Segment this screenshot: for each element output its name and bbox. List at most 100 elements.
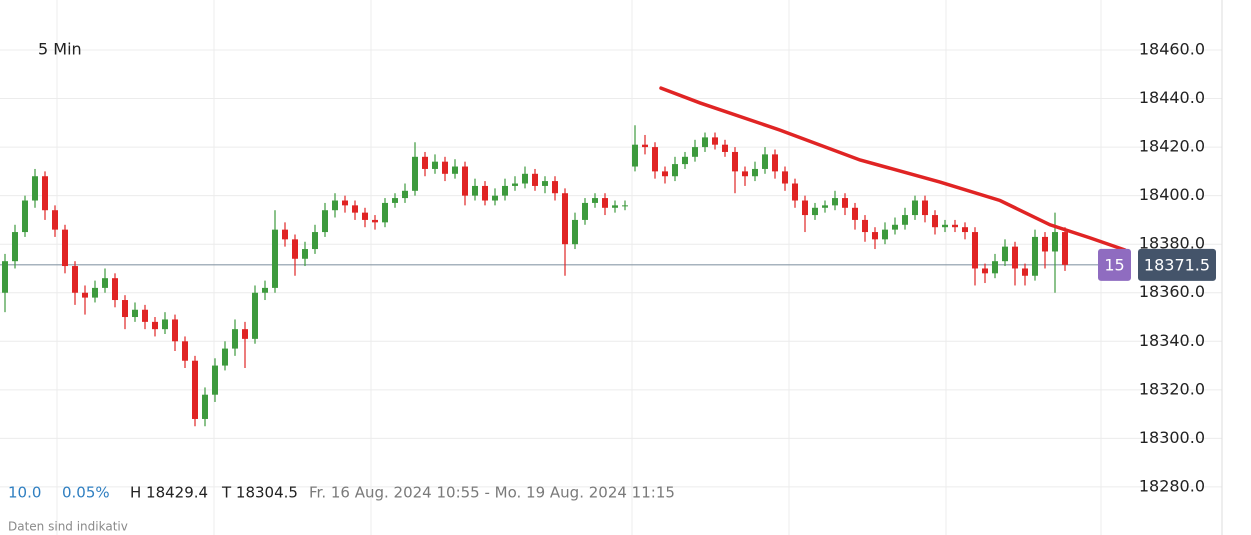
candle-body	[882, 229, 888, 240]
interval-label: 5 Min	[38, 40, 82, 59]
high: H 18429.4	[130, 484, 208, 502]
candle-body	[912, 200, 918, 216]
candle-body	[792, 183, 798, 201]
last-price: 18371.5	[1144, 255, 1210, 274]
candle-body	[322, 210, 328, 233]
candle-body	[432, 161, 438, 169]
candle-body	[72, 266, 78, 293]
candle-body	[1062, 232, 1068, 265]
candle-body	[862, 219, 868, 233]
candle-body	[342, 200, 348, 206]
y-tick-label: 18320.0	[1139, 379, 1205, 398]
change-pct: 0.05%	[62, 484, 110, 502]
candle-body	[472, 185, 478, 196]
candle-body	[82, 292, 88, 298]
candle-body	[1012, 246, 1018, 269]
candle-body	[392, 198, 398, 203]
candle-body	[402, 190, 408, 199]
candle-body	[2, 261, 8, 293]
candle-body	[352, 205, 358, 213]
candle-body	[802, 200, 808, 216]
candle-body	[1002, 246, 1008, 262]
candle-body	[552, 181, 558, 194]
candle-body	[782, 171, 788, 184]
candle-body	[112, 278, 118, 301]
y-tick-label: 18280.0	[1139, 476, 1205, 495]
candle-body	[92, 287, 98, 298]
candle-body	[222, 348, 228, 366]
y-tick-label: 18380.0	[1139, 234, 1205, 253]
y-tick-label: 18360.0	[1139, 282, 1205, 301]
candle-body	[902, 215, 908, 225]
candle-body	[422, 156, 428, 169]
candle-body	[682, 156, 688, 165]
candle-body	[672, 164, 678, 177]
candle-body	[732, 151, 738, 172]
candle-body	[132, 309, 138, 318]
candle-body	[632, 144, 638, 167]
low: T 18304.5	[221, 484, 298, 502]
candle-body	[192, 360, 198, 419]
candle-body	[762, 154, 768, 169]
candle-body	[722, 144, 728, 152]
candle-body	[822, 205, 828, 208]
candle-body	[212, 365, 218, 395]
candle-body	[272, 229, 278, 288]
countdown: 15	[1104, 255, 1124, 274]
candle-body	[842, 198, 848, 208]
candle-body	[172, 319, 178, 342]
candle-body	[42, 176, 48, 211]
candle-body	[362, 212, 368, 220]
candle-body	[32, 176, 38, 201]
candle-body	[22, 200, 28, 233]
candle-body	[532, 173, 538, 186]
candle-body	[262, 287, 268, 293]
candle-body	[492, 195, 498, 201]
candle-body	[572, 219, 578, 245]
candle-body	[752, 168, 758, 177]
candle-body	[692, 147, 698, 157]
candle-body	[612, 205, 618, 208]
candle-body	[652, 147, 658, 172]
horizontal-grid	[0, 49, 1222, 488]
candle-body	[152, 321, 158, 330]
candle-body	[252, 292, 258, 339]
candle-body	[712, 137, 718, 145]
candle-body	[142, 309, 148, 322]
candle-body	[162, 319, 168, 330]
candle-body	[442, 161, 448, 174]
candle-body	[282, 229, 288, 240]
candle-body	[12, 232, 18, 262]
candle-body	[1052, 232, 1058, 252]
candle-body	[182, 341, 188, 361]
candle-body	[302, 249, 308, 259]
candle-body	[992, 261, 998, 274]
candle-body	[512, 183, 518, 186]
candle-body	[952, 224, 958, 228]
candle-body	[972, 232, 978, 269]
y-tick-label: 18460.0	[1139, 40, 1205, 59]
y-tick-label: 18400.0	[1139, 185, 1205, 204]
candle-body	[832, 198, 838, 206]
candle-body	[332, 200, 338, 211]
candle-body	[602, 198, 608, 208]
candle-body	[702, 137, 708, 148]
candle-body	[922, 200, 928, 216]
countdown-box	[1098, 248, 1131, 281]
y-tick-label: 18440.0	[1139, 88, 1205, 107]
candle-body	[662, 171, 668, 177]
candle-body	[592, 198, 598, 203]
candle-body	[742, 171, 748, 177]
candle-body	[482, 185, 488, 201]
candle-body	[122, 300, 128, 318]
last-price-box	[1138, 248, 1216, 281]
candle-body	[852, 207, 858, 220]
y-tick-label: 18300.0	[1139, 428, 1205, 447]
candle-body	[462, 166, 468, 196]
candle-body	[502, 185, 508, 196]
candle-body	[452, 166, 458, 174]
candle-body	[1042, 236, 1048, 252]
candle-body	[542, 181, 548, 186]
note: Daten sind indikativ	[8, 520, 128, 534]
candle-body	[772, 154, 778, 172]
